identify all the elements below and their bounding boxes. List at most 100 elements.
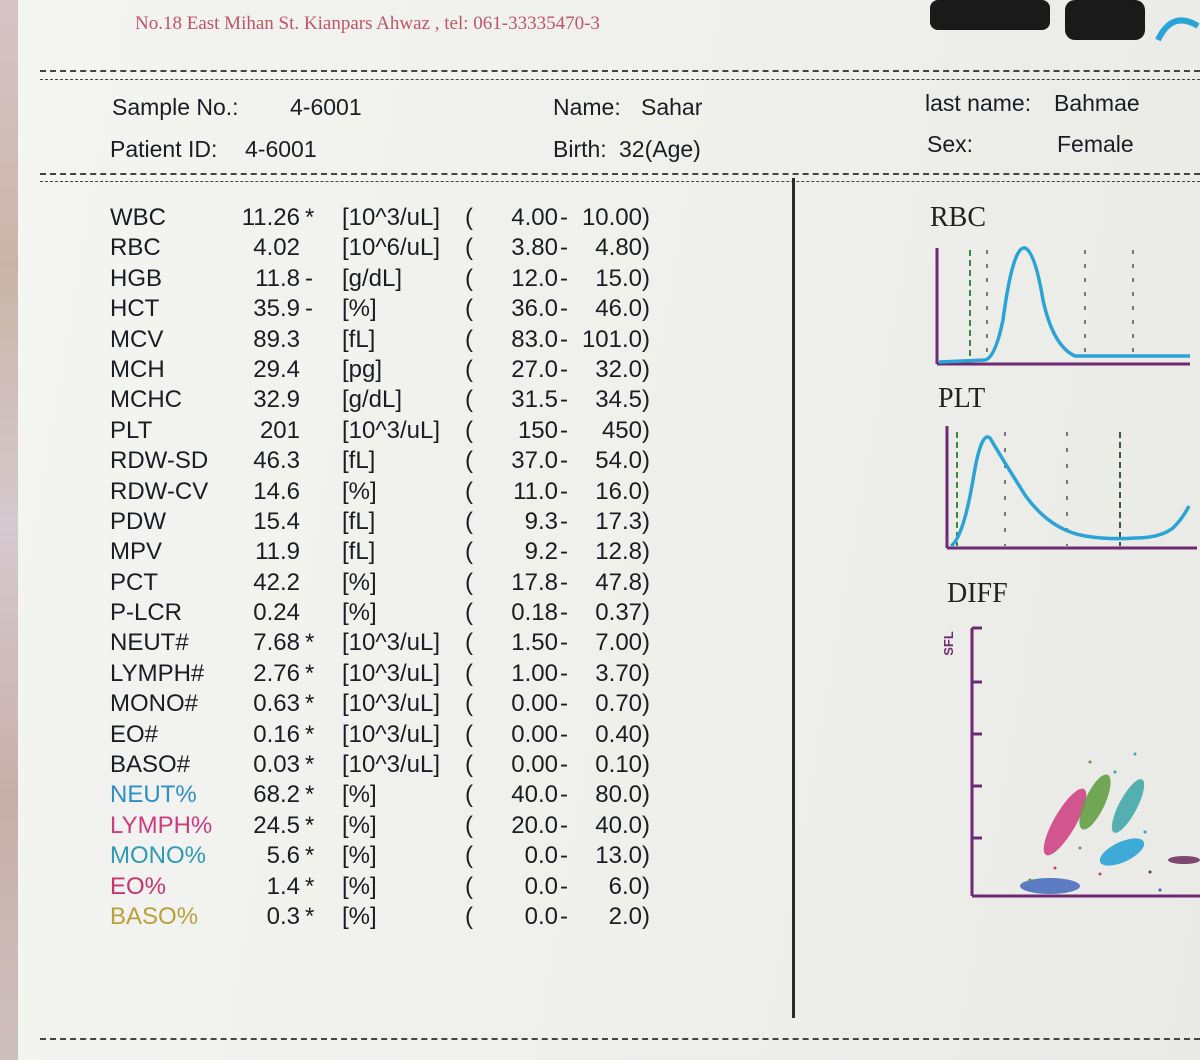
range-open: ( [465, 720, 473, 748]
results-table: WBC 11.26 * [10^3/uL](4.00-10.00) RBC 4.02 [10… [0, 203, 780, 932]
test-name: HGB [110, 264, 163, 292]
result-row: LYMPH# 2.76 * [10^3/uL] (1.00-3.70) [0, 659, 780, 689]
test-unit: [%] [342, 811, 377, 839]
test-value: 11.26 [241, 204, 300, 231]
test-value: 46.3 [253, 447, 300, 475]
range-separator: - [560, 690, 568, 718]
test-unit: [10^3/uL] [342, 629, 441, 657]
test-unit: [10^3/uL] [342, 659, 441, 687]
test-value: 42.2 [253, 568, 300, 596]
diff-scatter-dots [1028, 752, 1162, 892]
range-high: 7.00) [595, 629, 650, 657]
range-high: 3.70) [595, 659, 650, 687]
range-separator: - [560, 811, 568, 839]
diff-dot [1143, 830, 1147, 834]
range-low: 0.00 [511, 720, 558, 748]
range-high: 6.0) [608, 872, 650, 900]
test-unit: [10^3/uL] [342, 416, 441, 444]
header-rule-bottom-2 [40, 181, 1200, 182]
range-separator: - [560, 599, 568, 627]
sex-value: Female [1057, 131, 1134, 157]
diff-dot [1133, 752, 1137, 756]
plt-histogram-title: PLT [938, 383, 986, 414]
test-name: LYMPH% [110, 811, 213, 839]
test-unit: [10^3/uL] [342, 204, 441, 231]
diff-dot [1088, 760, 1092, 764]
range-separator: - [560, 204, 568, 231]
range-open: ( [465, 386, 473, 414]
logo-swirl [1155, 17, 1200, 42]
range-high: 12.8) [595, 538, 650, 566]
test-unit: [10^3/uL] [342, 690, 441, 718]
test-flag: - [305, 295, 313, 323]
test-unit: [fL] [342, 325, 376, 353]
test-unit: [10^3/uL] [342, 751, 441, 779]
range-high: 101.0) [581, 325, 650, 353]
test-value: 89.3 [253, 325, 300, 353]
range-open: ( [465, 234, 473, 262]
header-rule-top-2 [40, 79, 1200, 80]
logo-mark-2 [1065, 0, 1145, 40]
result-row: PLT 201 [10^3/uL] (150- 450) [0, 416, 780, 446]
range-open: ( [465, 872, 473, 900]
test-value: 0.24 [253, 599, 300, 627]
range-separator: - [560, 781, 568, 809]
result-row: RBC 4.02 [10^6/uL] (3.80-4.80) [0, 233, 780, 263]
range-low: 31.5 [511, 386, 558, 414]
range-high: 47.8) [595, 568, 650, 596]
diff-cluster-lymph [1043, 788, 1087, 856]
result-row: BASO% 0.3 * [%] (0.0- 2.0) [0, 902, 780, 932]
test-name: EO# [110, 720, 159, 748]
diff-dot [1158, 888, 1162, 892]
range-separator: - [560, 355, 568, 383]
test-flag: - [305, 264, 313, 292]
range-open: ( [465, 355, 473, 383]
rbc-histogram [935, 246, 1190, 366]
test-value: 68.2 [253, 781, 300, 809]
test-name: HCT [110, 295, 160, 323]
footer-rule [40, 1038, 1200, 1040]
diff-cluster-eo [1168, 856, 1200, 864]
test-flag: * [305, 751, 315, 779]
test-unit: [10^3/uL] [342, 720, 441, 748]
range-separator: - [560, 720, 568, 748]
result-row: MCV 89.3 [fL] (83.0-101.0) [0, 325, 780, 355]
test-value: 1.4 [266, 872, 300, 900]
test-value: 0.3 [266, 902, 300, 930]
result-row: MCH 29.4 [pg] (27.0-32.0) [0, 355, 780, 385]
test-value: 0.63 [253, 690, 300, 718]
range-low: 0.0 [524, 902, 558, 930]
test-value: 5.6 [266, 842, 300, 870]
test-value: 7.68 [253, 629, 300, 657]
range-separator: - [560, 751, 568, 779]
test-value: 29.4 [253, 355, 300, 383]
range-high: 54.0) [595, 447, 650, 475]
range-separator: - [560, 264, 568, 292]
plt-curve [949, 435, 1191, 548]
column-divider [792, 178, 795, 1018]
range-separator: - [560, 538, 568, 566]
test-name: MONO% [110, 842, 206, 870]
test-name: WBC [110, 204, 166, 231]
test-name: NEUT# [110, 629, 189, 657]
last-name-label: last name: [925, 90, 1032, 116]
test-value: 201 [259, 416, 300, 444]
range-low: 150 [517, 416, 558, 444]
diff-dot [1078, 846, 1082, 850]
result-row: RDW-CV 14.6 [%] (11.0-16.0) [0, 477, 780, 507]
range-high: 0.70) [595, 690, 650, 718]
range-high: 16.0) [595, 477, 650, 505]
range-high: 80.0) [595, 781, 650, 809]
range-separator: - [560, 842, 568, 870]
range-separator: - [560, 295, 568, 323]
diff-dot [1098, 872, 1102, 876]
range-separator: - [560, 902, 568, 930]
test-name: MCV [110, 325, 164, 353]
test-flag: * [305, 811, 315, 839]
test-flag: * [305, 842, 315, 870]
range-open: ( [465, 659, 473, 687]
test-name: PDW [110, 507, 166, 535]
range-open: ( [465, 599, 473, 627]
result-row: MONO# 0.63 * [10^3/uL] (0.00-0.70) [0, 689, 780, 719]
result-row: NEUT% 68.2 * [%] (40.0-80.0) [0, 780, 780, 810]
